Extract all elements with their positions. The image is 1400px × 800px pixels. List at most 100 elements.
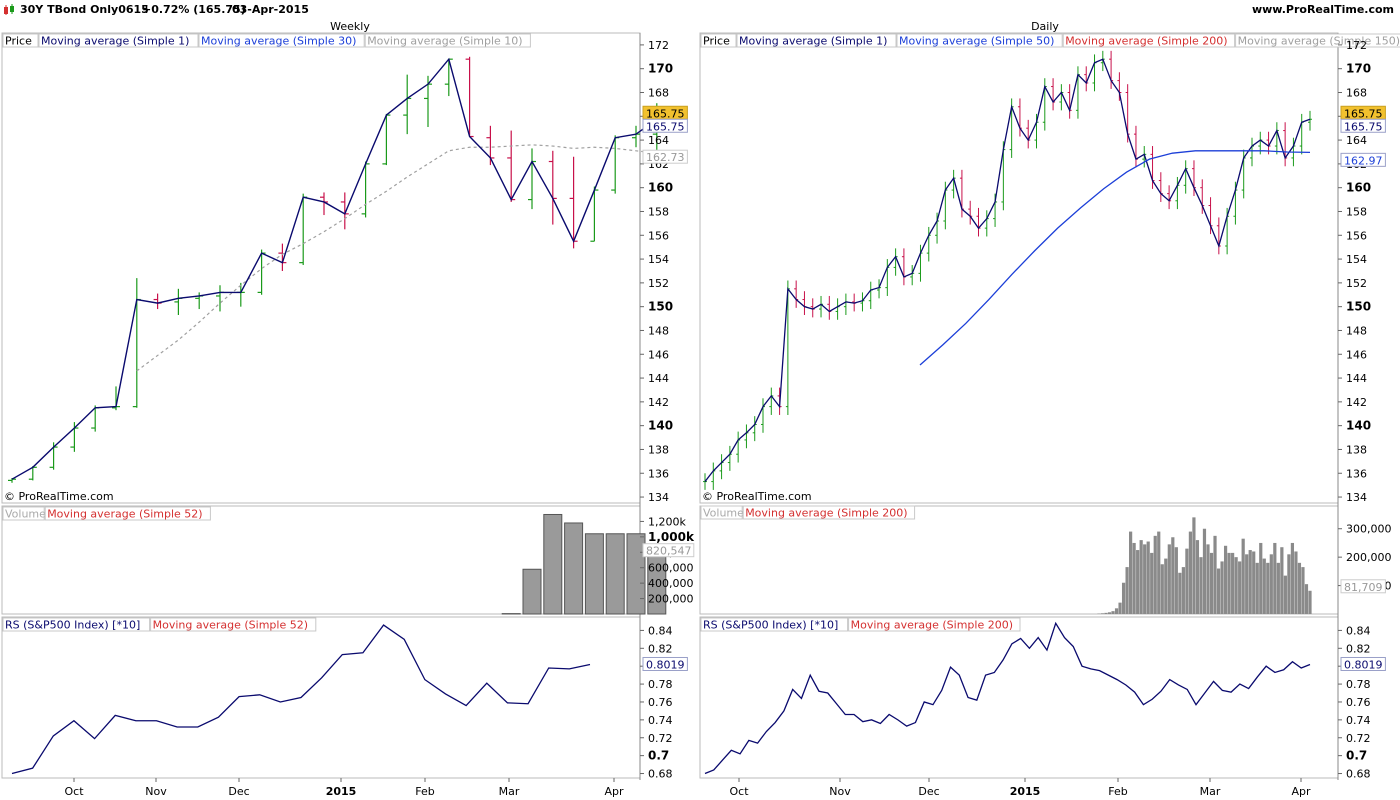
left-value-badge-label: 165.75: [646, 120, 685, 133]
left-legend-box: [198, 33, 365, 48]
left-rs_ticks-tick-label: 0.84: [648, 624, 673, 637]
weekly-ohlc-bar: [507, 130, 516, 202]
left-value-badge-label: 165.75: [646, 107, 685, 120]
daily-volume-bar: [1255, 562, 1259, 614]
daily-volume-bar: [1146, 541, 1150, 614]
daily-volume-bar: [1143, 544, 1147, 614]
daily-volume-bar: [1153, 535, 1157, 614]
left-legend-item: Price: [5, 35, 32, 48]
left-price_ticks-tick-label: 168: [648, 86, 669, 99]
daily-volume-bar: [1216, 568, 1221, 614]
right-value-badge-label: 165.75: [1344, 107, 1383, 120]
daily-volume-bar: [1213, 535, 1217, 614]
weekly-ohlc-bar: [548, 150, 557, 225]
left-price_ticks-tick-label: 158: [648, 205, 669, 218]
daily-ohlc-bar: [984, 210, 989, 237]
daily-volume-bar: [1209, 552, 1214, 614]
daily-volume-bar: [1160, 564, 1164, 614]
daily-ohlc-bar: [1299, 113, 1304, 155]
left-x-label: Oct: [64, 785, 84, 798]
instrument-symbol[interactable]: 30Y TBond Only0615: [20, 3, 149, 16]
daily-ohlc-bar: [819, 295, 824, 318]
weekly-volume-bar: [626, 533, 646, 615]
daily-volume-bar: [1234, 557, 1238, 614]
daily-rs-line: [704, 621, 1311, 775]
daily-ohlc-bar: [719, 454, 724, 480]
right-price_ticks-tick-label: 136: [1346, 467, 1367, 480]
daily-volume-bar: [1294, 551, 1298, 614]
left-x-label: Dec: [228, 785, 249, 798]
daily-volume-bar: [1107, 612, 1112, 614]
daily-volume-bar: [1269, 554, 1273, 614]
right-rs_ticks-tick-label: 0.84: [1346, 624, 1371, 637]
right-rs_ticks-tick-label: 0.72: [1346, 732, 1371, 745]
daily-volume-bar: [1252, 551, 1256, 614]
left-price_ticks-tick-label: 140: [648, 419, 673, 433]
daily-ohlc-bar: [910, 265, 915, 286]
right-value-badge-label: 0.8019: [1344, 658, 1383, 671]
daily-volume-bar: [1223, 545, 1228, 614]
daily-volume-bar: [1157, 531, 1161, 614]
daily-ohlc-bar: [744, 424, 749, 449]
quote-date: 03-Apr-2015: [232, 3, 309, 16]
right-x-label: Mar: [1200, 785, 1221, 798]
daily-volume-bar: [1195, 540, 1200, 614]
right-price_ticks-tick-label: 158: [1346, 205, 1367, 218]
right-legend-box: [742, 505, 916, 520]
right-rs_ticks-tick-label: 0.68: [1346, 768, 1371, 781]
daily-ohlc-bar: [1067, 84, 1072, 119]
daily-volume-bar: [1245, 554, 1249, 614]
daily-volume-bar: [1308, 590, 1312, 614]
weekly-ohlc-bar: [340, 192, 349, 230]
right-price_ticks-tick-label: 138: [1346, 443, 1367, 456]
left-value-badge-label: 0.8019: [646, 658, 685, 671]
daily-ohlc-bar: [727, 445, 732, 471]
daily-volume-bar: [1280, 547, 1284, 614]
left-price_ticks-tick-label: 152: [648, 277, 669, 290]
left-pane-frame-2: [1, 616, 641, 779]
right-volume-tick-label: 300,000: [1346, 523, 1392, 536]
right-value-badge-label: 165.75: [1344, 120, 1383, 133]
weekly-ohlc-bar: [257, 249, 266, 295]
right-chart-title: Daily: [1031, 20, 1059, 33]
daily-volume-bar: [1104, 612, 1108, 614]
daily-volume-bar: [1199, 557, 1203, 614]
weekly-ohlc-bar: [528, 148, 536, 210]
right-value-badge-label: 162.97: [1344, 154, 1383, 167]
daily-ohlc-bar: [901, 248, 906, 286]
left-x-label: Nov: [145, 785, 167, 798]
left-value-badge: [642, 656, 688, 671]
daily-volume-bar: [1304, 584, 1309, 614]
daily-volume-bar: [1283, 575, 1287, 614]
right-legend-box: [700, 505, 743, 520]
left-rs_ticks-tick-label: 0.78: [648, 678, 673, 691]
daily-volume-bar: [1238, 561, 1242, 614]
right-value-badge: [1340, 152, 1386, 167]
right-value-badge: [1340, 656, 1386, 671]
right-legend-item: Moving average (Simple 200): [745, 507, 907, 520]
daily-ohlc-bar: [711, 462, 716, 490]
left-volume-tick-label: 400,000: [648, 577, 694, 590]
daily-ohlc-bar: [1216, 217, 1221, 255]
left-chart-title: Weekly: [330, 20, 370, 33]
left-legend-box: [2, 506, 45, 521]
daily-volume-bar: [1276, 562, 1280, 614]
weekly-volume-bar: [564, 522, 584, 615]
right-x-label: Dec: [918, 785, 939, 798]
website-link[interactable]: www.ProRealTime.com: [1251, 3, 1394, 16]
left-rs_ticks-tick-label: 0.82: [648, 642, 673, 655]
daily-ma50-line: [919, 150, 1311, 366]
left-legend-item: Moving average (Simple 10): [367, 35, 522, 48]
daily-ohlc-bar: [1034, 113, 1039, 149]
weekly-volume-bar: [522, 568, 542, 615]
daily-ohlc-bar: [1051, 78, 1056, 111]
daily-volume-bar: [1167, 544, 1171, 614]
right-value-badge-label: 81,709: [1344, 581, 1383, 594]
left-price_ticks-tick-label: 150: [648, 300, 673, 314]
right-price_ticks-tick-label: 172: [1346, 39, 1367, 52]
left-legend-item: Moving average (Simple 52): [153, 619, 308, 632]
daily-volume-bar: [1227, 552, 1231, 614]
left-volume-tick-label: 200,000: [648, 593, 694, 606]
weekly-ohlc-bar: [91, 405, 100, 432]
